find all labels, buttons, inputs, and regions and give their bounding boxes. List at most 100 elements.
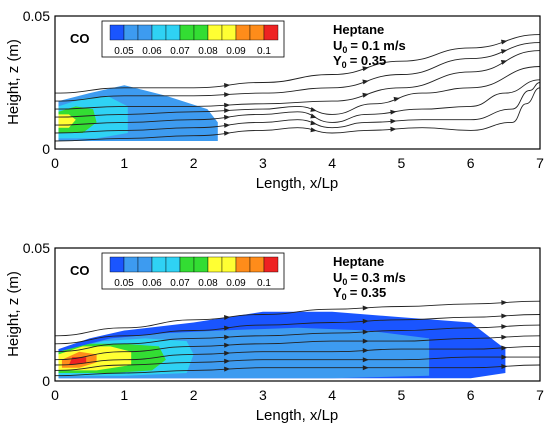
x-tick-label: 6 bbox=[467, 387, 475, 403]
u0-label: U0 = 0.1 m/s bbox=[333, 38, 406, 55]
u0-label: U0 = 0.3 m/s bbox=[333, 270, 406, 287]
co-contour-panel-top: 0.05 0 Height, z (m) 0 1 2 3 4 5 6 7 Len… bbox=[5, 8, 544, 192]
x-tick-label: 1 bbox=[120, 387, 128, 403]
colorbar-swatch bbox=[249, 24, 265, 41]
x-tick-label: 3 bbox=[259, 387, 267, 403]
x-tick-label: 0 bbox=[51, 155, 59, 171]
x-tick-label: 1 bbox=[120, 155, 128, 171]
streamline-arrow bbox=[310, 107, 317, 112]
colorbar-swatch bbox=[151, 24, 167, 41]
streamline-arrow bbox=[224, 342, 231, 348]
y0-label: Y0 = 0.35 bbox=[333, 53, 386, 70]
streamline bbox=[55, 300, 540, 337]
streamline bbox=[55, 335, 540, 361]
plot-frame bbox=[54, 247, 541, 382]
colorbar-legend: CO 0.05 0.06 0.07 0.08 0.09 0.1 bbox=[70, 252, 285, 290]
colorbar-swatch bbox=[179, 256, 195, 273]
streamline bbox=[55, 345, 540, 366]
streamline-arrow bbox=[362, 365, 369, 371]
streamline-arrow bbox=[224, 83, 231, 88]
y-axis-label: Height, z (m) bbox=[5, 39, 22, 125]
colorbar-swatch bbox=[109, 24, 125, 41]
streamline bbox=[55, 42, 540, 102]
x-tick-label: 2 bbox=[190, 155, 198, 171]
colorbar-swatch bbox=[123, 256, 139, 273]
x-tick-label: 5 bbox=[398, 155, 406, 171]
streamline-arrow bbox=[224, 102, 231, 108]
colorbar-tick: 0.07 bbox=[170, 46, 190, 57]
streamline bbox=[55, 314, 540, 345]
colorbar-label: CO bbox=[70, 31, 90, 46]
condition-annotation: Heptane U0 = 0.1 m/s Y0 = 0.35 bbox=[333, 22, 406, 70]
x-tick-label: 4 bbox=[328, 387, 336, 403]
streamline-arrow bbox=[362, 357, 369, 363]
streamline-arrow bbox=[224, 130, 231, 136]
colorbar-swatch bbox=[221, 256, 237, 273]
colorbar-swatch bbox=[193, 24, 209, 41]
streamline bbox=[55, 34, 540, 94]
colorbar-swatch bbox=[193, 256, 209, 273]
colorbar-tick: 0.09 bbox=[226, 278, 246, 289]
streamline-arrow bbox=[224, 114, 231, 120]
y-tick-label-top: 0.05 bbox=[23, 240, 50, 256]
streamline-arrow bbox=[501, 345, 508, 351]
streamline-arrow bbox=[310, 120, 317, 126]
co-contour-panel-bottom: 0.05 0 Height, z (m) 0 1 2 3 4 5 6 7 Len… bbox=[5, 240, 544, 424]
streamline bbox=[55, 79, 540, 126]
x-tick-label: 6 bbox=[467, 155, 475, 171]
colorbar-tick: 0.05 bbox=[114, 278, 134, 289]
streamline bbox=[55, 324, 540, 353]
colorbar-swatch bbox=[179, 24, 195, 41]
streamline-arrow bbox=[362, 338, 369, 344]
colorbar-swatch bbox=[207, 24, 223, 41]
streamline-arrow bbox=[224, 325, 231, 331]
streamline-arrow bbox=[362, 318, 369, 324]
streamline-arrow bbox=[501, 334, 508, 340]
colorbar-swatch bbox=[235, 256, 251, 273]
y-tick-label-bottom: 0 bbox=[42, 373, 50, 389]
streamline-arrow bbox=[500, 49, 508, 54]
streamline-arrow bbox=[362, 305, 369, 311]
colorbar-tick: 0.06 bbox=[142, 278, 162, 289]
colorbar-swatch bbox=[263, 24, 279, 41]
streamline-arrow bbox=[500, 39, 508, 45]
streamline-arrow bbox=[362, 348, 369, 354]
colorbar-swatch bbox=[207, 256, 223, 273]
streamline-arrow bbox=[224, 350, 231, 356]
colorbar-tick: 0.09 bbox=[226, 46, 246, 57]
y-tick-label-bottom: 0 bbox=[42, 141, 50, 157]
x-tick-label: 4 bbox=[328, 155, 336, 171]
streamline-arrow bbox=[362, 79, 369, 85]
colorbar-tick: 0.08 bbox=[198, 46, 218, 57]
x-axis-label: Length, x/Lp bbox=[256, 175, 339, 192]
streamline bbox=[55, 87, 540, 142]
streamline-arrow bbox=[224, 366, 231, 372]
colorbar-swatch bbox=[123, 24, 139, 41]
colorbar-swatch bbox=[165, 256, 181, 273]
colorbar-swatch bbox=[137, 24, 153, 41]
fuel-label: Heptane bbox=[333, 22, 384, 37]
streamline-arrow bbox=[310, 113, 317, 119]
colorbar-tick: 0.05 bbox=[114, 46, 134, 57]
streamline-arrow bbox=[224, 108, 231, 114]
y0-label: Y0 = 0.35 bbox=[333, 285, 386, 302]
streamline-arrow bbox=[362, 329, 369, 335]
colorbar-tick: 0.06 bbox=[142, 46, 162, 57]
streamline-arrow bbox=[224, 122, 231, 128]
streamline-arrow bbox=[501, 313, 508, 319]
streamline-arrow bbox=[224, 92, 231, 98]
x-axis-label: Length, x/Lp bbox=[256, 407, 339, 424]
streamline bbox=[55, 82, 540, 134]
colorbar-swatch bbox=[235, 24, 251, 41]
streamline-arrow bbox=[501, 364, 508, 370]
colorbar-swatch bbox=[109, 256, 125, 273]
colorbar-swatch bbox=[151, 256, 167, 273]
streamline-arrow bbox=[224, 334, 231, 340]
streamline-arrow bbox=[362, 92, 369, 98]
streamline-arrow bbox=[390, 126, 397, 132]
x-tick-labels: 0 1 2 3 4 5 6 7 bbox=[51, 387, 544, 403]
y-axis-label: Height, z (m) bbox=[5, 271, 22, 357]
streamline-arrow bbox=[362, 66, 369, 72]
x-tick-label: 0 bbox=[51, 387, 59, 403]
condition-annotation: Heptane U0 = 0.3 m/s Y0 = 0.35 bbox=[333, 254, 406, 302]
